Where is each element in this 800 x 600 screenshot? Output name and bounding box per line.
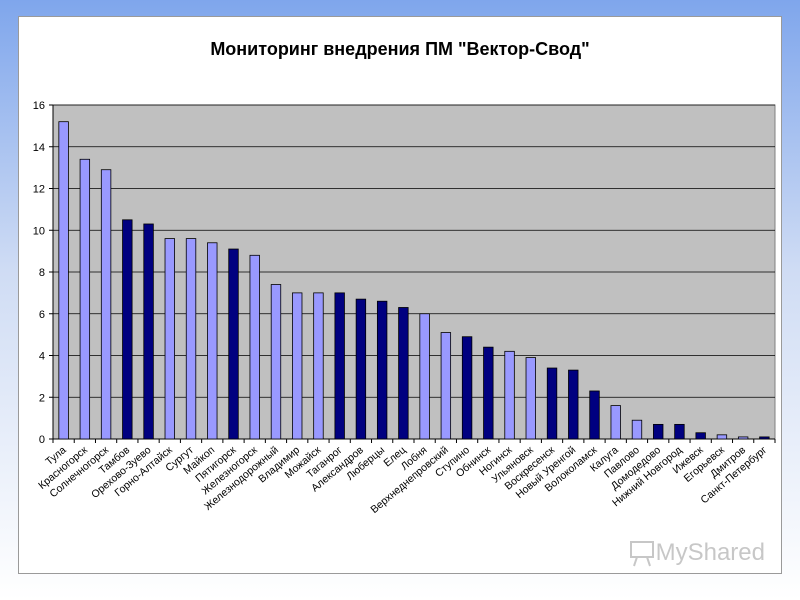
bar <box>568 369 579 440</box>
bar <box>313 292 324 440</box>
chart-frame: Мониторинг внедрения ПМ "Вектор-Свод" 0 2… <box>18 16 782 574</box>
bar <box>100 169 112 440</box>
bar <box>695 432 706 440</box>
bar <box>249 254 260 440</box>
bar <box>122 219 133 440</box>
bar <box>228 248 239 440</box>
bar <box>419 313 430 440</box>
bar <box>546 367 558 440</box>
bar <box>164 238 175 440</box>
bar <box>207 242 218 440</box>
bar <box>270 284 282 440</box>
y-tick-label: 14 <box>33 142 45 154</box>
bar <box>653 423 664 440</box>
bar <box>759 436 770 440</box>
bar <box>525 357 536 440</box>
y-tick-label: 4 <box>39 351 45 363</box>
bar-chart: 0246810121416ТулаКрасногорскСолнечногорс… <box>33 100 776 516</box>
bar <box>355 298 367 440</box>
bar <box>589 390 600 440</box>
bar <box>440 332 452 440</box>
bar <box>376 300 388 440</box>
bar <box>79 158 91 440</box>
y-tick-label: 6 <box>39 309 45 321</box>
y-tick-label: 8 <box>39 267 45 279</box>
watermark: MyShared <box>628 539 765 567</box>
y-tick-label: 0 <box>39 434 45 446</box>
bar <box>292 292 303 440</box>
bar <box>143 223 154 440</box>
y-tick-label: 10 <box>33 225 45 237</box>
bar <box>674 423 685 440</box>
y-tick-label: 2 <box>39 392 45 404</box>
bar <box>483 346 494 440</box>
bar <box>716 434 728 440</box>
bar <box>398 307 409 440</box>
bar <box>631 419 643 440</box>
bar <box>334 292 345 440</box>
y-tick-label: 12 <box>33 184 45 196</box>
projector-logo-icon <box>629 541 654 567</box>
bar <box>461 336 473 440</box>
bar <box>610 405 621 440</box>
chart-title: Мониторинг внедрения ПМ "Вектор-Свод" <box>210 39 590 59</box>
watermark-text: MyShared <box>655 539 765 566</box>
bar <box>58 121 69 440</box>
bar <box>185 238 197 440</box>
y-tick-label: 16 <box>33 100 45 112</box>
bar <box>504 350 515 440</box>
bar <box>737 436 749 440</box>
